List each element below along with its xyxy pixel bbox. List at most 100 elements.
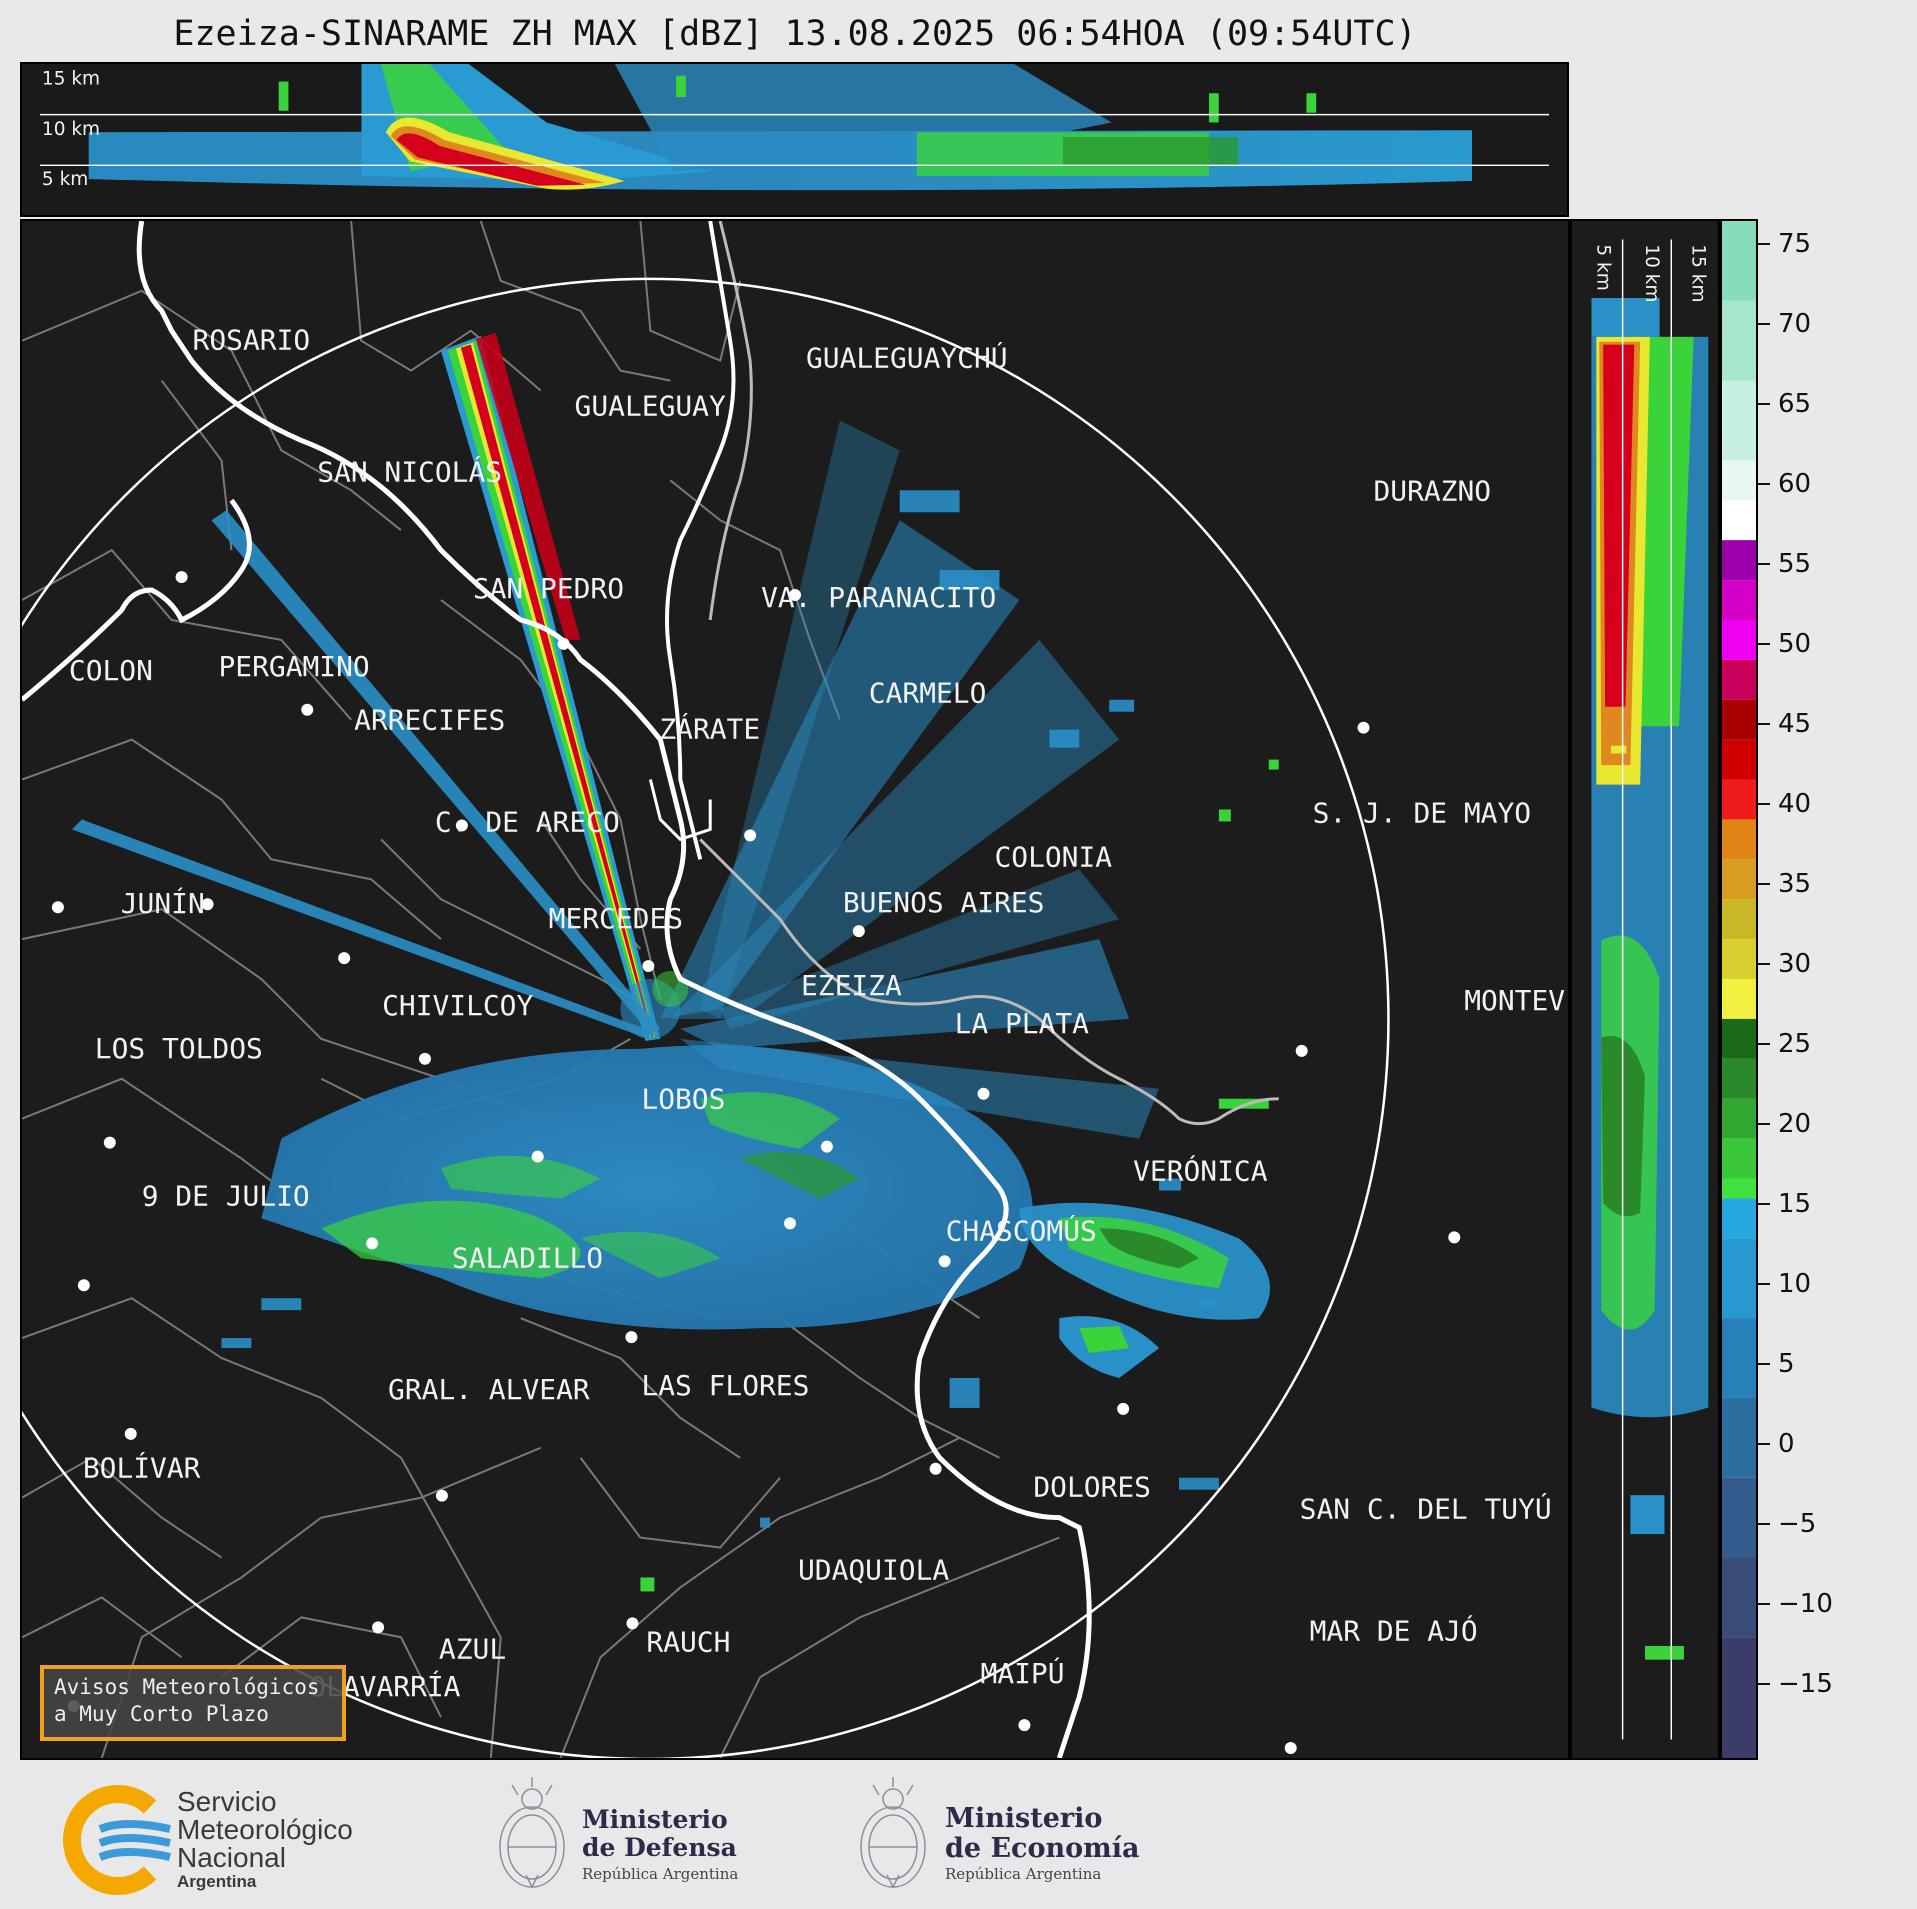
top-level-15km: 15 km: [42, 68, 100, 89]
city-s-j-de-mayo: S. J. DE MAYO: [1313, 796, 1531, 829]
colorbar-label: 10: [1778, 1269, 1812, 1299]
city-udaquiola: UDAQUIOLA: [798, 1553, 949, 1586]
colorbar-label: 20: [1778, 1109, 1812, 1139]
right-cross-section-graphic: [1591, 239, 1709, 1740]
city-azul: AZUL: [439, 1632, 506, 1665]
colorbar-label: 5: [1778, 1349, 1795, 1379]
colorbar-tick: [1758, 1603, 1770, 1605]
alert-line-2: a Muy Corto Plazo: [54, 1702, 269, 1726]
colorbar-label: 70: [1778, 309, 1812, 339]
coat-of-arms-icon: [499, 1777, 565, 1889]
city-ezeiza: EZEIZA: [801, 969, 902, 1002]
city-chascomus: CHASCOMÚS: [946, 1213, 1097, 1247]
colorbar-label: 30: [1778, 949, 1812, 979]
city-pergamino: PERGAMINO: [219, 650, 370, 683]
colorbar-label: 35: [1778, 869, 1812, 899]
city-rosario: ROSARIO: [193, 324, 311, 357]
city-gualeguay: GUALEGUAY: [575, 389, 726, 422]
city-colon: COLON: [69, 654, 153, 687]
colorbar-tick: [1758, 963, 1770, 965]
colorbar-label: −10: [1778, 1589, 1833, 1619]
city-junin: JUNÍN: [121, 886, 205, 920]
city-los-toldos: LOS TOLDOS: [95, 1032, 263, 1065]
colorbar-tick: [1758, 1283, 1770, 1285]
colorbar-tick: [1758, 563, 1770, 565]
city-lobos: LOBOS: [641, 1083, 725, 1116]
economia-line-1: Ministerio: [945, 1803, 1103, 1834]
city-las-flores: LAS FLORES: [641, 1369, 809, 1402]
city-carmelo: CARMELO: [869, 677, 987, 710]
smn-name-2: Meteorológico: [177, 1814, 353, 1845]
city-chivilcoy: CHIVILCOY: [382, 989, 533, 1022]
smn-name-4: Argentina: [177, 1872, 257, 1891]
colorbar-label: 15: [1778, 1189, 1812, 1219]
city-arrecifes: ARRECIFES: [354, 704, 505, 737]
range-ring: [22, 277, 1390, 1758]
province-borders: [22, 221, 1060, 1758]
city-9-de-julio: 9 DE JULIO: [142, 1179, 310, 1212]
radar-map[interactable]: ROSARIO GUALEGUAYCHÚ GUALEGUAY SAN NICOL…: [20, 219, 1570, 1760]
colorbar-tick: [1758, 1363, 1770, 1365]
city-va-paranacito: VA. PARANACITO: [761, 581, 996, 614]
economia-sub: República Argentina: [945, 1865, 1102, 1883]
city-san-c-del-tuyu: SAN C. DEL TUYÚ: [1300, 1492, 1552, 1526]
city-buenos-aires: BUENOS AIRES: [843, 886, 1045, 919]
colorbar-tick: [1758, 643, 1770, 645]
colorbar-label: 65: [1778, 389, 1812, 419]
page-title: Ezeiza-SINARAME ZH MAX [dBZ] 13.08.2025 …: [173, 14, 1417, 54]
right-level-10km: 10 km: [1641, 244, 1662, 302]
colorbar-label: 40: [1778, 789, 1812, 819]
defensa-sub: República Argentina: [582, 1865, 739, 1883]
colorbar-label: 50: [1778, 629, 1812, 659]
colorbar-label: −5: [1778, 1509, 1817, 1539]
city-montevideo: MONTEV: [1464, 984, 1565, 1017]
radar-map-graphic: ROSARIO GUALEGUAYCHÚ GUALEGUAY SAN NICOL…: [22, 221, 1565, 1758]
colorbar-label: 0: [1778, 1429, 1795, 1459]
smn-name-3: Nacional: [177, 1842, 286, 1873]
city-maipu: MAIPÚ: [981, 1656, 1065, 1690]
city-mar-de-ajo: MAR DE AJÓ: [1310, 1613, 1478, 1647]
colorbar-tick: [1758, 1203, 1770, 1205]
colorbar-tick: [1758, 1123, 1770, 1125]
top-cross-section-graphic: [39, 64, 1550, 191]
ministerio-economia-logo[interactable]: Ministerio de Economía República Argenti…: [853, 1775, 1143, 1900]
city-dolores: DOLORES: [1033, 1471, 1151, 1504]
colorbar-tick: [1758, 1443, 1770, 1445]
city-san-nicolas: SAN NICOLÁS: [317, 454, 502, 488]
alert-line-1: Avisos Meteorológicos: [54, 1675, 320, 1699]
colorbar-tick: [1758, 243, 1770, 245]
colorbar-tick: [1758, 803, 1770, 805]
smn-name-1: Servicio: [177, 1786, 277, 1817]
colorbar-tick: [1758, 1683, 1770, 1685]
colorbar-tick: [1758, 323, 1770, 325]
alert-link-box[interactable]: Avisos Meteorológicos a Muy Corto Plazo: [40, 1665, 346, 1741]
colorbar-label: 25: [1778, 1029, 1812, 1059]
defensa-line-2: de Defensa: [582, 1833, 737, 1862]
city-bolivar: BOLÍVAR: [83, 1451, 201, 1485]
city-veronica: VERÓNICA: [1133, 1154, 1268, 1188]
coat-of-arms-icon: [860, 1777, 926, 1889]
dbz-colorbar: [1720, 219, 1758, 1760]
right-level-5km: 5 km: [1592, 244, 1613, 290]
colorbar-label: 55: [1778, 549, 1812, 579]
smn-logo-icon: [63, 1785, 171, 1895]
colorbar-scale: [1722, 221, 1756, 1758]
colorbar-tick: [1758, 403, 1770, 405]
city-colonia: COLONIA: [994, 840, 1112, 873]
colorbar-label: 60: [1778, 469, 1812, 499]
city-durazno: DURAZNO: [1373, 474, 1491, 507]
colorbar-tick: [1758, 883, 1770, 885]
city-saladillo: SALADILLO: [452, 1241, 603, 1274]
right-cross-section: 5 km 10 km 15 km: [1570, 219, 1720, 1760]
city-gualeguaychu: GUALEGUAYCHÚ: [806, 341, 1008, 375]
colorbar-tick: [1758, 483, 1770, 485]
colorbar-label: 75: [1778, 229, 1812, 259]
colorbar-tick: [1758, 723, 1770, 725]
coastlines: [22, 221, 1279, 1758]
city-mercedes: MERCEDES: [549, 902, 683, 935]
city-la-plata: LA PLATA: [955, 1007, 1090, 1040]
ministerio-defensa-logo[interactable]: Ministerio de Defensa República Argentin…: [492, 1775, 752, 1900]
top-level-5km: 5 km: [42, 169, 88, 190]
smn-logo[interactable]: Servicio Meteorológico Nacional Argentin…: [55, 1785, 395, 1895]
city-markers: [51, 571, 1461, 1755]
